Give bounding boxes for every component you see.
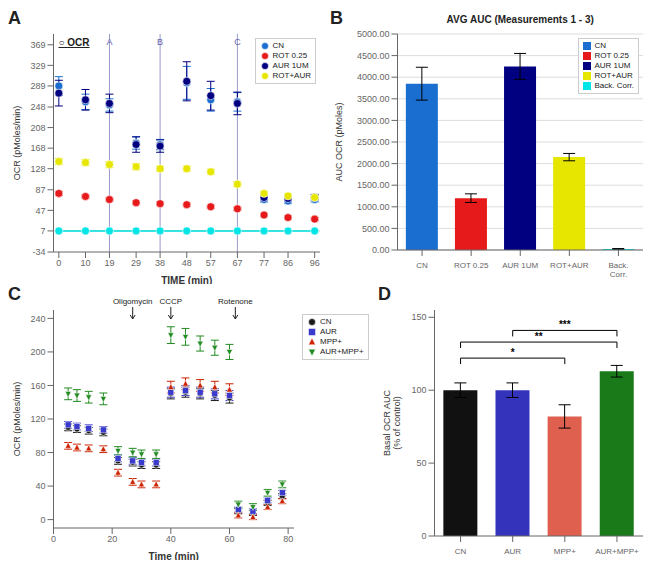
html-text:OCR (pMoles/min): OCR (pMoles/min)	[11, 381, 22, 457]
svg-text:0: 0	[56, 258, 61, 268]
svg-text:48: 48	[182, 258, 192, 268]
svg-text:CN: CN	[416, 261, 428, 270]
html-text:D: D	[378, 284, 391, 304]
svg-text:ROT+AUR: ROT+AUR	[550, 261, 589, 270]
svg-text:19: 19	[104, 258, 114, 268]
html-text:ROT 0.25: ROT 0.25	[594, 51, 629, 60]
svg-text:Back.Corr.: Back.Corr.	[608, 261, 628, 279]
html-text:CN: CN	[320, 317, 332, 326]
svg-text:1000.00: 1000.00	[357, 202, 390, 212]
svg-text:5000.00: 5000.00	[357, 29, 390, 39]
svg-text:128: 128	[30, 164, 45, 174]
html-text:MPP+: MPP+	[320, 337, 342, 346]
svg-text:0: 0	[40, 515, 45, 525]
html-text:Back. Corr.: Back. Corr.	[594, 81, 634, 90]
svg-text:200: 200	[30, 347, 45, 357]
svg-text:87: 87	[35, 185, 45, 195]
svg-text:CCCP: CCCP	[159, 297, 182, 306]
html-text:Basal OCR AUC (% of control): Basal OCR AUC (% of control)	[382, 390, 402, 456]
svg-text:Oligomycin: Oligomycin	[113, 297, 153, 306]
svg-text:240: 240	[30, 314, 45, 324]
html-text:ROT+AUR: ROT+AUR	[272, 71, 311, 80]
svg-text:38: 38	[155, 258, 165, 268]
svg-text:168: 168	[30, 143, 45, 153]
svg-text:***: ***	[559, 319, 571, 330]
svg-text:4000.00: 4000.00	[357, 72, 390, 82]
svg-text:*: *	[511, 347, 515, 358]
svg-text:Time (min): Time (min)	[149, 551, 199, 560]
svg-text:289: 289	[30, 81, 45, 91]
svg-text:CN: CN	[455, 547, 467, 556]
svg-text:29: 29	[131, 258, 141, 268]
html-text:AUR 1UM: AUR 1UM	[272, 61, 309, 70]
html-text:A: A	[8, 8, 21, 28]
svg-text:B: B	[157, 37, 163, 47]
svg-text:0: 0	[51, 534, 56, 544]
svg-text:4500.00: 4500.00	[357, 51, 390, 61]
svg-text:3500.00: 3500.00	[357, 94, 390, 104]
svg-text:40: 40	[35, 481, 45, 491]
svg-text:47: 47	[35, 206, 45, 216]
svg-text:0: 0	[421, 531, 426, 541]
svg-text:TIME (min): TIME (min)	[161, 275, 212, 284]
svg-text:100: 100	[411, 385, 426, 395]
html-text:ROT+AUR: ROT+AUR	[594, 71, 633, 80]
svg-text:96: 96	[310, 258, 320, 268]
svg-text:0.00: 0.00	[372, 245, 390, 255]
svg-text:MPP+: MPP+	[554, 547, 576, 556]
html-text:AVG AUC (Measurements 1 - 3): AVG AUC (Measurements 1 - 3)	[446, 14, 594, 25]
svg-text:80: 80	[35, 448, 45, 458]
svg-text:**: **	[535, 331, 543, 342]
svg-text:80: 80	[283, 534, 293, 544]
html-text:ROT 0.25: ROT 0.25	[272, 51, 308, 60]
svg-text:500.00: 500.00	[362, 224, 390, 234]
svg-text:120: 120	[30, 414, 45, 424]
svg-text:150: 150	[411, 312, 426, 322]
svg-text:20: 20	[107, 534, 117, 544]
svg-text:ROT 0.25: ROT 0.25	[454, 261, 489, 270]
svg-text:AUR: AUR	[504, 547, 521, 556]
html-text:C: C	[8, 284, 21, 304]
svg-text:40: 40	[166, 534, 176, 544]
svg-text:3000.00: 3000.00	[357, 116, 390, 126]
svg-text:160: 160	[30, 381, 45, 391]
svg-text:86: 86	[283, 258, 293, 268]
svg-text:10: 10	[80, 258, 90, 268]
html-text:OCR (pMoles/min): OCR (pMoles/min)	[11, 105, 22, 181]
html-text:AUC OCR (pMoles): AUC OCR (pMoles)	[333, 102, 344, 182]
svg-text:57: 57	[206, 258, 216, 268]
svg-text:AUR+MPP+: AUR+MPP+	[595, 547, 639, 556]
svg-text:7: 7	[40, 226, 45, 236]
svg-text:208: 208	[30, 123, 45, 133]
html-text:CN: CN	[272, 41, 285, 50]
html-text:AUR 1UM: AUR 1UM	[594, 61, 631, 70]
svg-text:77: 77	[259, 258, 269, 268]
svg-text:2000.00: 2000.00	[357, 159, 390, 169]
svg-text:1500.00: 1500.00	[357, 180, 390, 190]
html-text:B: B	[330, 8, 343, 28]
svg-text:329: 329	[30, 61, 45, 71]
svg-text:A: A	[106, 37, 112, 47]
svg-text:Rotenone: Rotenone	[218, 297, 253, 306]
svg-text:248: 248	[30, 102, 45, 112]
html-text:CN: CN	[594, 41, 606, 50]
svg-text:AUR 1UM: AUR 1UM	[502, 261, 538, 270]
svg-text:2500.00: 2500.00	[357, 137, 390, 147]
svg-text:60: 60	[224, 534, 234, 544]
svg-text:50: 50	[416, 458, 426, 468]
svg-text:C: C	[234, 37, 241, 47]
html-text:AUR: AUR	[320, 327, 337, 336]
html-text:AUR+MPP+: AUR+MPP+	[320, 347, 364, 356]
svg-text:-34: -34	[32, 247, 45, 257]
svg-text:67: 67	[232, 258, 242, 268]
html-text:○ OCR: ○ OCR	[58, 37, 90, 48]
svg-text:369: 369	[30, 40, 45, 50]
